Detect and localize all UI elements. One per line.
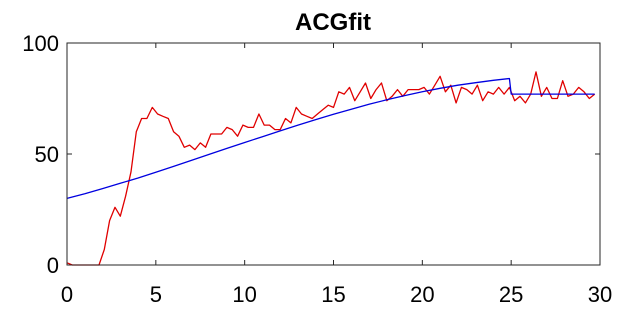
x-tick-label: 0	[61, 282, 73, 307]
series-layer	[66, 71, 596, 266]
series-line-1	[66, 71, 596, 266]
x-tick-label: 20	[410, 282, 434, 307]
y-tick-label: 50	[35, 142, 59, 167]
x-tick-label: 30	[588, 282, 612, 307]
chart-title: ACGfit	[295, 9, 371, 36]
axis-layer: 0 5 10 15 20 25 30 0 50 100	[22, 31, 612, 307]
y-tick-label: 100	[22, 31, 59, 56]
y-tick-label: 0	[47, 253, 59, 278]
x-tick-label: 10	[232, 282, 256, 307]
series-line-2	[66, 77, 595, 200]
x-tick-label: 25	[499, 282, 523, 307]
x-tick-label: 15	[321, 282, 345, 307]
plot-background	[67, 43, 600, 265]
plot-area	[67, 43, 600, 265]
x-tick-label: 5	[150, 282, 162, 307]
